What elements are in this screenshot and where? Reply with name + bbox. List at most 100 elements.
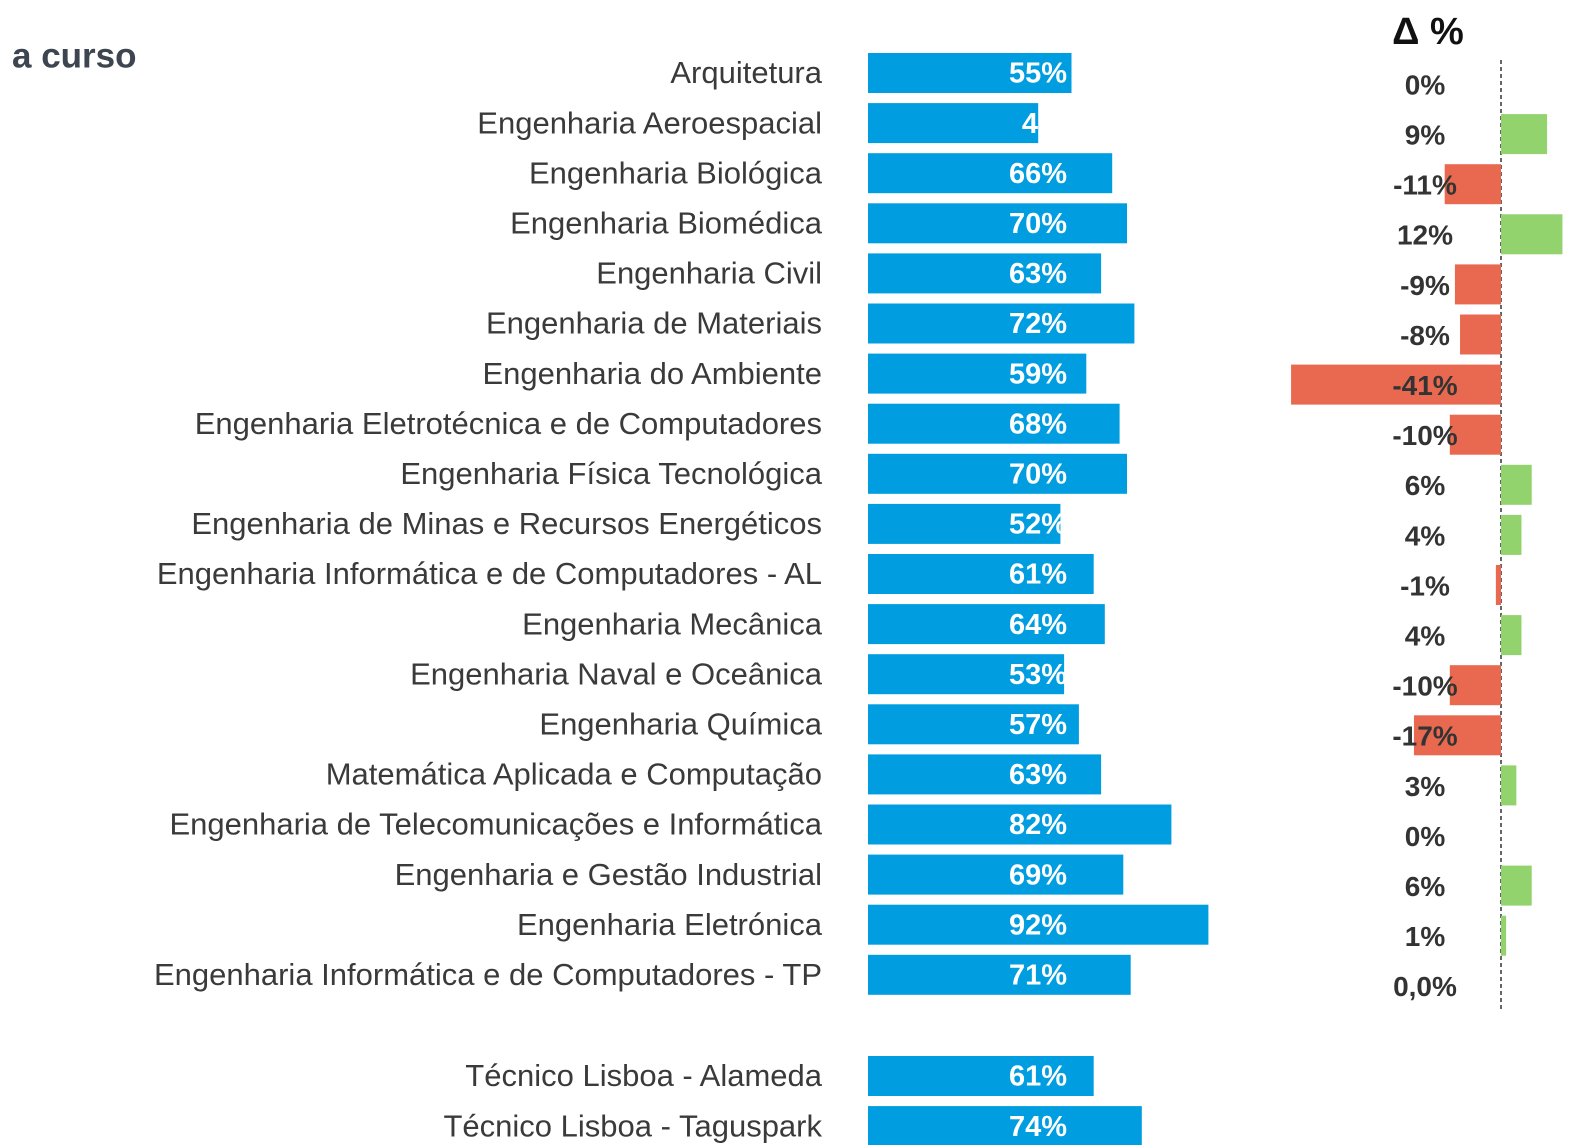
value-label: 61%: [1009, 559, 1067, 591]
category-label: Engenharia do Ambiente: [482, 356, 822, 391]
bar: [868, 403, 1120, 444]
bar: [868, 654, 1065, 695]
category-label: Engenharia de Materiais: [486, 306, 822, 341]
value-label: 53%: [1009, 659, 1067, 691]
value-label: 63%: [1009, 759, 1067, 791]
delta-label: 12%: [1397, 220, 1453, 251]
delta-label: 4%: [1405, 520, 1446, 551]
category-label: Engenharia Química: [539, 706, 822, 741]
delta-bar: [1449, 665, 1501, 706]
bar: [868, 103, 1039, 144]
delta-label: 0,0%: [1393, 971, 1457, 1002]
value-label: 68%: [1009, 408, 1067, 440]
bar: [868, 604, 1105, 645]
category-label: Engenharia de Minas e Recursos Energétic…: [191, 506, 822, 541]
bar: [868, 704, 1079, 745]
delta-label: -8%: [1400, 320, 1450, 351]
bar: [868, 153, 1113, 194]
value-label: 92%: [1009, 909, 1067, 941]
category-label: Técnico Lisboa - Alameda: [465, 1058, 822, 1093]
category-label: Engenharia Física Tecnológica: [400, 456, 822, 491]
delta-label: -11%: [1393, 170, 1457, 201]
delta-label: 0%: [1405, 821, 1446, 852]
delta-label: 9%: [1405, 119, 1446, 150]
delta-label: -9%: [1400, 270, 1450, 301]
value-label: 59%: [1009, 358, 1067, 390]
delta-label: 1%: [1405, 921, 1446, 952]
value-label: 57%: [1009, 709, 1067, 741]
category-label: Engenharia Eletrónica: [517, 907, 823, 942]
value-label: 52%: [1009, 509, 1067, 541]
category-label: Engenharia e Gestão Industrial: [395, 857, 822, 892]
chart-title: a curso: [12, 36, 137, 75]
category-label: Engenharia Mecânica: [522, 606, 823, 641]
bar: [868, 954, 1131, 995]
delta-bar: [1460, 314, 1501, 355]
bar: [868, 53, 1072, 93]
delta-label: -10%: [1392, 420, 1457, 451]
delta-title: Δ %: [1392, 11, 1464, 53]
delta-bar: [1501, 765, 1517, 806]
bar: [868, 453, 1127, 494]
delta-bar: [1501, 464, 1532, 505]
delta-bar: [1501, 865, 1532, 906]
category-label: Arquitetura: [670, 55, 822, 90]
value-label: 74%: [1009, 1111, 1067, 1143]
category-label: Técnico Lisboa - Taguspark: [443, 1108, 822, 1143]
delta-bar: [1413, 715, 1501, 756]
value-label: 46: [1022, 108, 1054, 140]
category-label: Engenharia Informática e de Computadores…: [157, 556, 822, 591]
bar: [868, 804, 1172, 845]
category-label: Matemática Aplicada e Computação: [326, 757, 822, 792]
value-label: 72%: [1009, 308, 1067, 340]
category-label: Engenharia Aeroespacial: [477, 105, 822, 140]
bar: [868, 253, 1102, 294]
bar: [868, 1106, 1142, 1145]
category-label: Engenharia Biológica: [529, 155, 823, 190]
delta-bar: [1449, 414, 1501, 455]
delta-label: -41%: [1392, 370, 1457, 401]
bar: [868, 303, 1135, 344]
delta-bar: [1501, 214, 1563, 255]
bar: [868, 353, 1087, 394]
delta-bar: [1454, 264, 1501, 305]
delta-label: 3%: [1405, 771, 1446, 802]
value-label: 70%: [1009, 458, 1067, 490]
delta-bar: [1444, 164, 1501, 205]
category-label: Engenharia Civil: [596, 256, 822, 291]
delta-bar: [1501, 615, 1522, 656]
delta-label: -17%: [1392, 721, 1457, 752]
bar: [868, 854, 1124, 895]
delta-bar: [1501, 514, 1522, 555]
category-label: Engenharia Informática e de Computadores…: [154, 957, 822, 992]
delta-label: 6%: [1405, 470, 1446, 501]
bar: [868, 203, 1127, 244]
delta-label: 4%: [1405, 620, 1446, 651]
value-label: 64%: [1009, 609, 1067, 641]
delta-label: 0%: [1405, 69, 1446, 100]
value-label: 61%: [1009, 1061, 1067, 1093]
value-label: 66%: [1009, 158, 1067, 190]
delta-label: -10%: [1392, 671, 1457, 702]
value-label: 55%: [1009, 58, 1067, 90]
bar: [868, 1056, 1094, 1096]
category-label: Engenharia Naval e Oceânica: [410, 656, 823, 691]
delta-bar: [1501, 114, 1548, 155]
category-label: Engenharia Biomédica: [510, 205, 823, 240]
bar: [868, 554, 1094, 594]
delta-bar: [1501, 915, 1507, 956]
delta-bar: [1495, 565, 1501, 605]
value-label: 69%: [1009, 859, 1067, 891]
value-label: 71%: [1009, 959, 1067, 991]
category-label: Engenharia de Telecomunicações e Informá…: [169, 807, 822, 842]
category-label: Engenharia Eletrotécnica e de Computador…: [195, 406, 822, 441]
value-label: 70%: [1009, 208, 1067, 240]
value-label: 63%: [1009, 258, 1067, 290]
bar: [868, 904, 1209, 945]
value-label: 82%: [1009, 809, 1067, 841]
bar: [868, 503, 1061, 544]
delta-label: 6%: [1405, 871, 1446, 902]
delta-bar: [1291, 364, 1501, 405]
